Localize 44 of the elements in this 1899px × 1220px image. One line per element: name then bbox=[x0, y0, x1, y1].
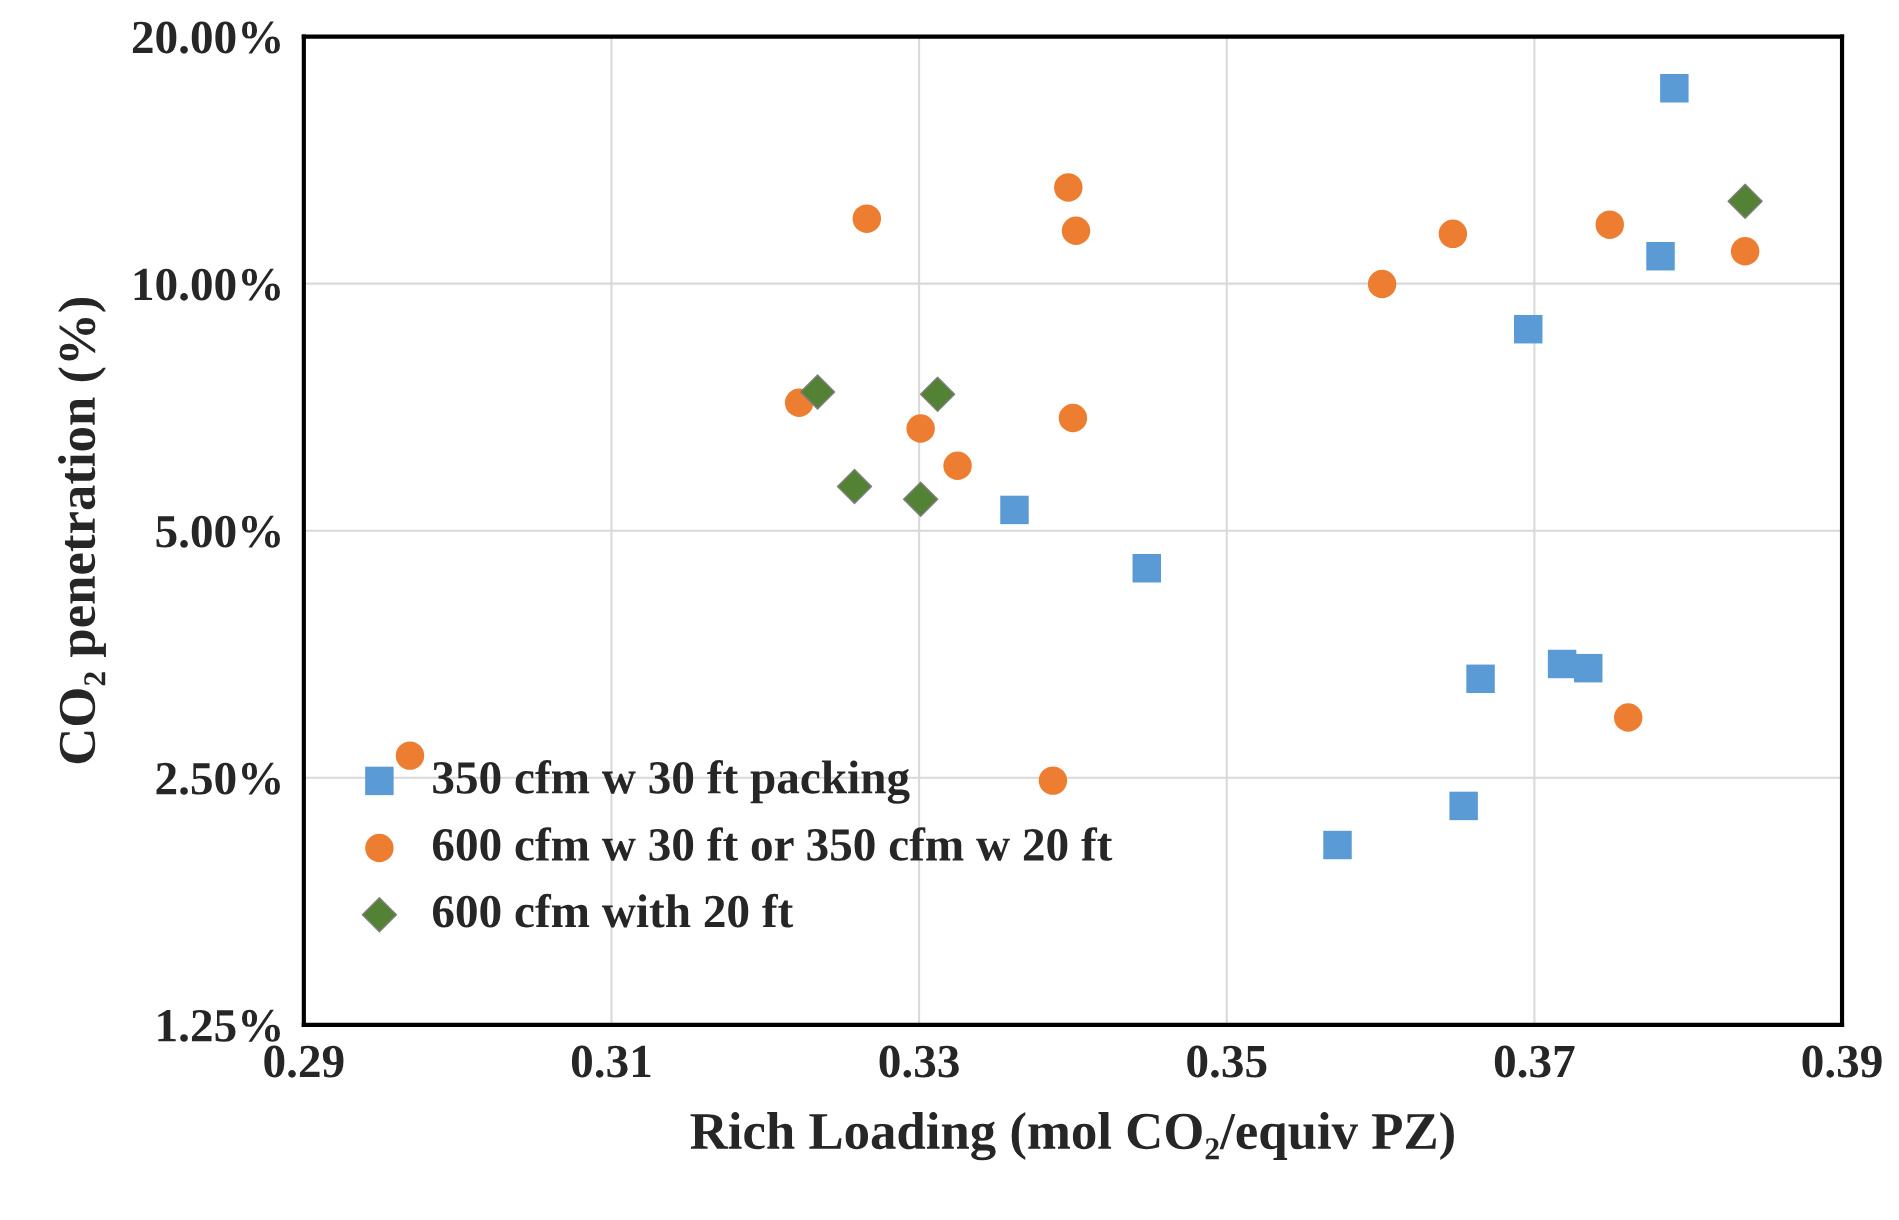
point bbox=[1367, 269, 1397, 299]
point bbox=[943, 451, 972, 480]
point bbox=[1595, 210, 1624, 239]
point bbox=[906, 414, 935, 443]
legend-label: 350 cfm w 30 ft packing bbox=[433, 760, 910, 804]
point bbox=[1660, 74, 1689, 103]
x-tick-label: 0.29 bbox=[264, 1045, 344, 1078]
point bbox=[1573, 653, 1603, 683]
x-tick-label: 0.39 bbox=[1802, 1045, 1882, 1078]
y-axis-title: CO₂ penetration (%) bbox=[58, 297, 106, 764]
point bbox=[1646, 241, 1675, 271]
point bbox=[1449, 791, 1478, 821]
y-tick-label: 2.50% bbox=[156, 762, 280, 795]
point bbox=[799, 374, 836, 410]
point bbox=[1514, 314, 1543, 344]
point bbox=[1061, 216, 1091, 245]
point bbox=[1323, 830, 1352, 860]
x-tick-label: 0.31 bbox=[571, 1045, 651, 1078]
point bbox=[395, 741, 425, 770]
y-tick-label: 20.00% bbox=[132, 21, 280, 54]
point bbox=[852, 204, 882, 233]
point bbox=[1727, 183, 1763, 219]
point bbox=[1547, 649, 1577, 679]
x-tick-label: 0.37 bbox=[1494, 1045, 1575, 1078]
point bbox=[1466, 664, 1495, 694]
point bbox=[1613, 703, 1643, 732]
x-tick-label: 0.33 bbox=[879, 1045, 959, 1078]
point bbox=[1438, 219, 1468, 249]
point bbox=[1730, 237, 1760, 266]
x-axis-title: Rich Loading (mol CO₂/equiv PZ) bbox=[690, 1112, 1454, 1161]
x-tick-label: 0.35 bbox=[1187, 1045, 1267, 1078]
point bbox=[1000, 495, 1029, 525]
y-tick-label: 10.00% bbox=[134, 268, 280, 301]
point bbox=[1038, 766, 1068, 795]
point bbox=[1054, 173, 1083, 202]
y-tick-label: 1.25% bbox=[158, 1009, 280, 1042]
point bbox=[919, 376, 956, 413]
point bbox=[902, 481, 939, 518]
point bbox=[836, 468, 873, 505]
y-tick-label: 5.00% bbox=[156, 515, 280, 548]
legend-label: 600 cfm w 30 ft or 350 cfm w 20 ft bbox=[432, 827, 1113, 861]
point bbox=[1132, 554, 1161, 583]
point bbox=[1058, 403, 1088, 433]
legend-label: 600 cfm with 20 ft bbox=[432, 893, 794, 928]
